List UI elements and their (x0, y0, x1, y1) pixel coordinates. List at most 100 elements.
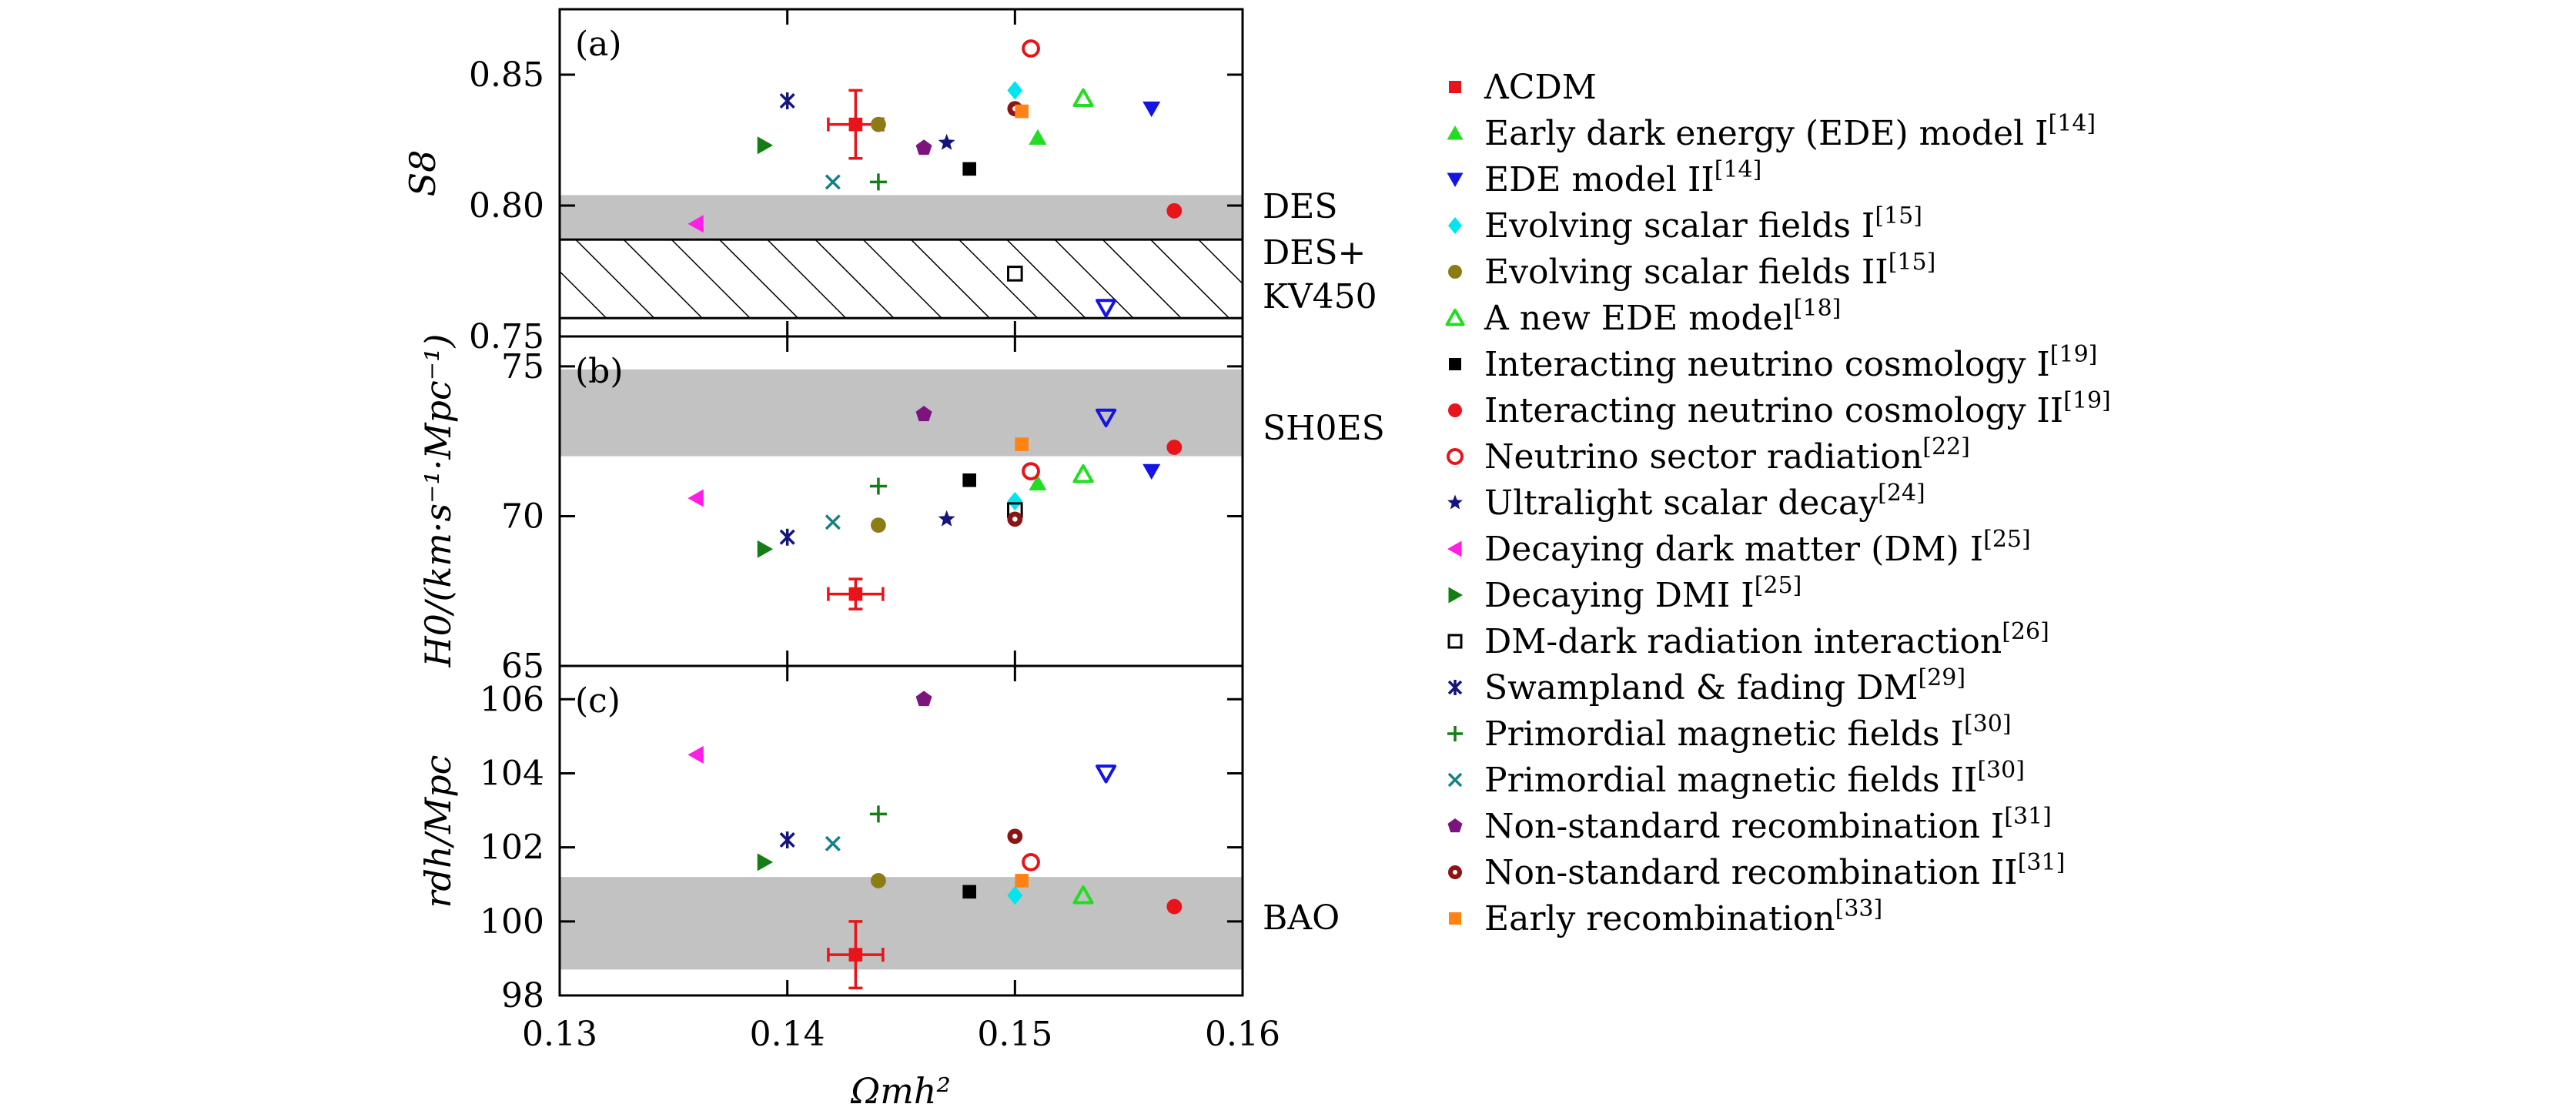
point-a-evolving-scalar-fields-i (1007, 81, 1023, 100)
x-tick-label: 0.16 (1205, 1015, 1280, 1054)
legend-marker-primordial-magnetic-fields-ii (1447, 772, 1463, 788)
y-tick-label-b: 75 (501, 347, 544, 386)
point-b-cdm (848, 587, 863, 601)
legend-marker-evolving-scalar-fields-i (1448, 217, 1462, 234)
legend-label-primordial-magnetic-fields-i: Primordial magnetic fields I[30] (1484, 711, 2012, 754)
panel-frame-c (558, 664, 1244, 997)
legend-marker-decaying-dmi-i (1448, 587, 1463, 604)
legend-marker-ede-model-ii (1447, 172, 1464, 187)
band-label-des: DES+ (1263, 233, 1366, 273)
legend-ref-ede-model-ii: [14] (1715, 156, 1762, 183)
legend-marker-primordial-magnetic-fields-i (1447, 726, 1463, 741)
y-axis-label-a: S8 (402, 150, 443, 197)
y-tick-label-b: 65 (501, 647, 544, 686)
point-c-interacting-neutrino-cosmology-ii (1166, 898, 1183, 915)
legend-label-early-recombination: Early recombination[33] (1484, 895, 1882, 938)
y-tick-label-c: 102 (480, 828, 544, 868)
point-b-interacting-neutrino-cosmology-i (962, 473, 976, 487)
point-b-ede-model-ii (1096, 408, 1117, 428)
legend-ref-primordial-magnetic-fields-ii: [30] (1977, 757, 2025, 784)
point-b-ultralight-scalar-decay (938, 510, 955, 527)
legend-label-neutrino-sector-radiation: Neutrino sector radiation[22] (1484, 433, 1970, 477)
point-b-non-standard-recombination-i (915, 406, 932, 422)
point-b-evolving-scalar-fields-i (1007, 491, 1023, 511)
legend-label-primordial-magnetic-fields-ii: Primordial magnetic fields II[30] (1484, 757, 2025, 800)
legend-ref-ultralight-scalar-decay: [24] (1878, 480, 1925, 507)
legend-ref-swampland-fading-dm: [29] (1918, 664, 1965, 691)
legend-label-interacting-neutrino-cosmology-i: Interacting neutrino cosmology I[19] (1484, 341, 2097, 384)
point-c-non-standard-recombination-ii-center (1012, 833, 1018, 839)
points-layer (687, 39, 1183, 990)
legend-marker-decaying-dark-matter-dm-i (1447, 540, 1462, 557)
point-a-ultralight-scalar-decay (938, 133, 955, 150)
point-a-primordial-magnetic-fields-i (869, 173, 887, 191)
point-b-early-recombination (1015, 437, 1029, 451)
band-label-sh0es: SH0ES (1263, 409, 1385, 448)
legend-label-cdm: ΛCDM (1484, 68, 1597, 107)
y-axis-label-b: H0/(km·s⁻¹·Mpc⁻¹) (417, 334, 459, 668)
legend-marker-early-dark-energy-ede-model-i (1447, 125, 1464, 140)
point-a-ede-model-ii (1096, 299, 1117, 318)
legend-marker-evolving-scalar-fields-ii (1448, 265, 1462, 279)
legend-ref-evolving-scalar-fields-ii: [15] (1889, 249, 1936, 276)
point-b-evolving-scalar-fields-ii (871, 517, 886, 534)
legend-marker-cdm (1449, 81, 1461, 93)
band-des-kv450 (558, 238, 1244, 319)
point-c-early-recombination (1015, 874, 1029, 888)
axes-layer: DES DES+ KV450 (a) 0.75 0.80 0.85 SH0ES (b) 65 70 7… (402, 8, 1385, 1112)
point-c-decaying-dark-matter-dm-i (687, 745, 704, 764)
legend-marker-non-standard-recombination-i (1447, 818, 1463, 833)
point-c-ede-model-ii (1096, 764, 1117, 784)
legend-label-evolving-scalar-fields-ii: Evolving scalar fields II[15] (1484, 249, 1935, 292)
bands-layer (558, 195, 1244, 970)
y-tick-label-c: 100 (480, 902, 544, 942)
y-tick-label-c: 98 (501, 976, 544, 1015)
point-a-interacting-neutrino-cosmology-i (962, 162, 976, 176)
y-tick-label-a: 0.75 (469, 317, 544, 356)
legend-label-ede-model-ii: EDE model II[14] (1484, 156, 1761, 199)
legend-label-decaying-dark-matter-dm-i: Decaying dark matter (DM) I[25] (1484, 526, 2031, 569)
legend-label-decaying-dmi-i: Decaying DMI I[25] (1484, 572, 1802, 615)
y-tick-label-b: 70 (501, 497, 544, 536)
point-a-interacting-neutrino-cosmology-ii (1166, 202, 1183, 219)
legend-ref-dm-dark-radiation-interaction: [26] (2002, 618, 2049, 645)
legend-label-non-standard-recombination-ii: Non-standard recombination II[31] (1484, 849, 2065, 892)
point-c-cdm (848, 948, 863, 962)
point-c-decaying-dmi-i (757, 853, 774, 871)
y-tick-label-c: 106 (480, 680, 544, 719)
legend-marker-non-standard-recombination-ii-center (1453, 870, 1457, 875)
y-tick-label-c: 104 (480, 754, 544, 793)
legend-marker-interacting-neutrino-cosmology-i (1449, 358, 1461, 370)
panel-label-c: (c) (575, 681, 621, 721)
point-b-early-dark-energy-ede-model-i (1029, 474, 1047, 491)
legend-marker-dm-dark-radiation-interaction (1447, 634, 1463, 649)
y-tick-label-a: 0.80 (469, 186, 544, 226)
legend-marker-ultralight-scalar-decay (1447, 494, 1463, 510)
band-label-des: DES (1263, 187, 1338, 226)
y-axis-label-c: rdh/Mpc (417, 755, 459, 908)
band-label-bao: BAO (1263, 898, 1340, 938)
point-a-decaying-dark-matter-dm-i (687, 215, 704, 233)
legend-ref-non-standard-recombination-i: [31] (2004, 803, 2052, 830)
band-bao (560, 877, 1243, 970)
x-tick-label: 0.15 (977, 1015, 1052, 1054)
point-c-evolving-scalar-fields-i (1007, 886, 1023, 905)
legend-label-evolving-scalar-fields-i: Evolving scalar fields I[15] (1484, 202, 1922, 246)
band-sh0es (560, 369, 1243, 457)
legend-marker-a-new-ede-model (1445, 309, 1465, 326)
point-c-interacting-neutrino-cosmology-i (962, 885, 976, 899)
point-b-a-new-ede-model (1072, 463, 1094, 483)
legend-ref-early-dark-energy-ede-model-i: [14] (2049, 110, 2096, 137)
legend-label-dm-dark-radiation-interaction: DM-dark radiation interaction[26] (1484, 618, 2049, 661)
point-a-dm-dark-radiation-interaction (1007, 266, 1023, 282)
point-a-cdm (848, 117, 863, 132)
legend-marker-early-recombination (1449, 912, 1461, 925)
point-a-non-standard-recombination-i (915, 139, 932, 156)
point-a-a-new-ede-model (1072, 88, 1094, 107)
point-c-primordial-magnetic-fields-ii (825, 835, 841, 851)
point-a-swampland-fading-dm (779, 92, 795, 109)
point-b-decaying-dmi-i (757, 540, 774, 558)
point-a-early-recombination (1015, 104, 1029, 119)
legend-ref-interacting-neutrino-cosmology-i: [19] (2050, 341, 2098, 368)
